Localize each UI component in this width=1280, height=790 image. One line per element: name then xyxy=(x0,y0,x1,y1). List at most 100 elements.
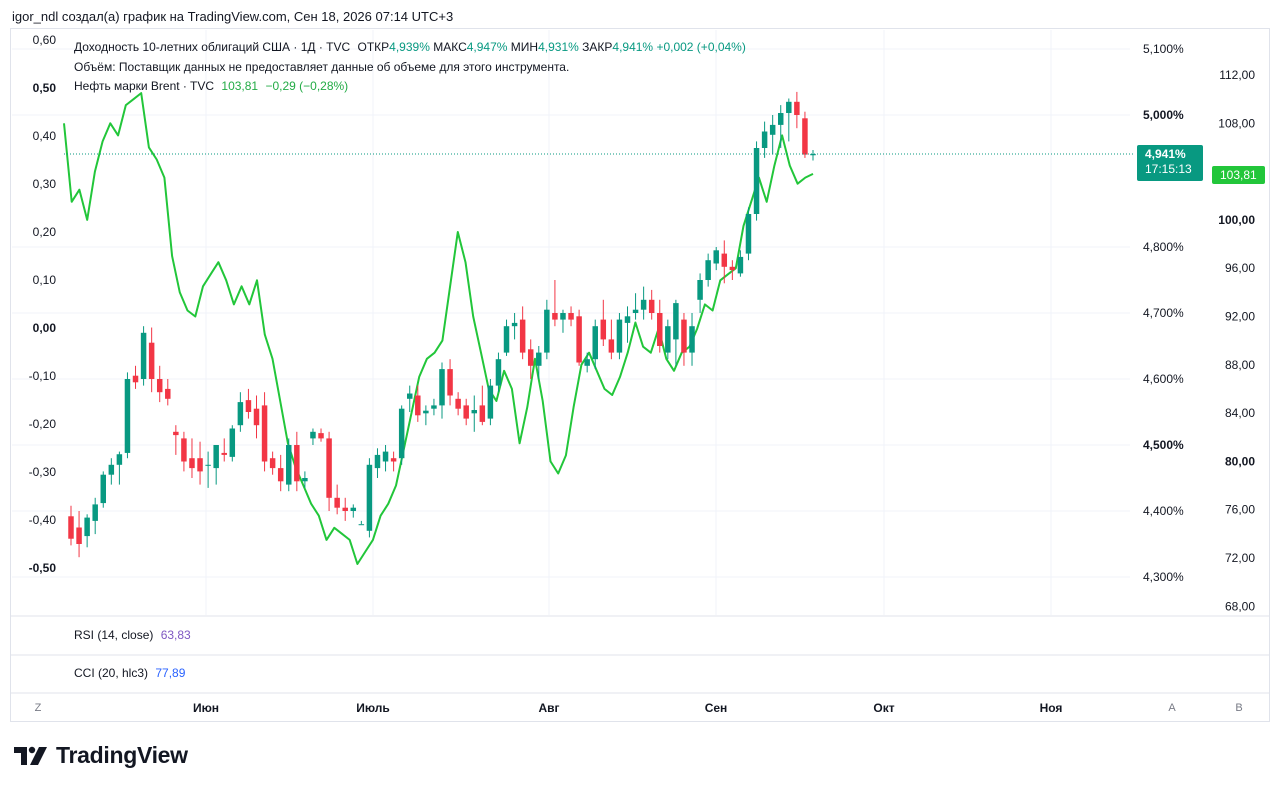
candle-body xyxy=(705,260,711,280)
candle-body xyxy=(310,431,316,439)
yield-axis-tick: 4,400% xyxy=(1143,504,1184,518)
candle-body xyxy=(777,113,784,125)
left-axis-tick: 0,30 xyxy=(33,177,57,191)
candle-body xyxy=(600,319,607,340)
candle-body xyxy=(140,332,147,379)
candle-body xyxy=(318,433,324,439)
candle-body xyxy=(519,319,526,353)
brent-axis-tick: 108,00 xyxy=(1218,116,1255,130)
yield-axis-tick: 4,700% xyxy=(1143,306,1184,320)
legend-open-label: ОТКР xyxy=(357,40,390,54)
legend-brent-value: 103,81 xyxy=(221,79,259,93)
candle-body xyxy=(350,507,357,511)
candle-body xyxy=(552,313,558,320)
time-axis-tick: Июн xyxy=(193,701,219,715)
candle-body xyxy=(124,379,131,453)
candle-body xyxy=(374,454,381,469)
legend-high-value: 4,947% xyxy=(466,40,508,54)
candle-body xyxy=(68,516,74,539)
rsi-label: RSI (14, close) xyxy=(74,628,154,642)
brent-price-tag: 103,81 xyxy=(1212,166,1265,184)
chart-author-line: igor_ndl создал(а) график на TradingView… xyxy=(12,9,454,24)
candle-body xyxy=(786,101,792,114)
yield-price-tag-value: 4,941% xyxy=(1145,147,1186,161)
candle-body xyxy=(108,464,115,475)
left-axis-tick: 0,50 xyxy=(33,81,57,95)
candle-body xyxy=(253,408,260,426)
rsi-value: 63,83 xyxy=(160,628,191,642)
chart-frame xyxy=(10,28,1270,722)
candle-body xyxy=(326,438,332,498)
legend-close-label: ЗАКР xyxy=(582,40,613,54)
time-axis: Июн Июль Авг Сен Окт Ноя xyxy=(193,701,1062,715)
time-axis-tick: Авг xyxy=(538,701,559,715)
auto-scale-button[interactable]: A xyxy=(1168,702,1176,714)
left-axis-tick: -0,10 xyxy=(29,369,57,383)
candle-body xyxy=(358,524,365,526)
candle-body xyxy=(794,101,800,115)
candle-body xyxy=(334,497,340,508)
candle-body xyxy=(689,326,695,353)
log-scale-button[interactable]: B xyxy=(1235,702,1243,714)
brent-axis-tick: 88,00 xyxy=(1225,358,1255,372)
candle-body xyxy=(802,118,808,155)
brent-axis-tick: 84,00 xyxy=(1225,406,1255,420)
legend-open-value: 4,939% xyxy=(389,40,430,54)
candle-body xyxy=(495,359,502,386)
candle-body xyxy=(342,507,348,511)
candle-body xyxy=(479,405,486,422)
time-axis-tick: Окт xyxy=(873,701,894,715)
candle-body xyxy=(213,445,219,469)
candle-body xyxy=(423,410,429,414)
brent-axis-tick: 68,00 xyxy=(1225,599,1255,613)
candle-body xyxy=(640,299,647,310)
candle-body xyxy=(511,322,518,327)
candle-body xyxy=(92,504,98,521)
yield-candles xyxy=(68,91,816,558)
candle-body xyxy=(173,431,179,436)
tradingview-logo[interactable]: TradingView xyxy=(14,742,188,769)
candle-body xyxy=(447,369,453,396)
cci-pane-legend[interactable]: CCI (20, hlc3) 77,89 xyxy=(74,666,185,680)
candle-body xyxy=(713,250,719,264)
candle-body xyxy=(269,458,276,469)
legend-brent-title: Нефть марки Brent · TVC xyxy=(74,79,215,93)
candle-body xyxy=(592,326,598,360)
candle-body xyxy=(197,458,203,472)
legend-yield-title: Доходность 10-летних облигаций США · 1Д … xyxy=(74,40,351,54)
candle-body xyxy=(84,517,90,537)
candle-body xyxy=(527,349,534,366)
legend-volume-note: Объём: Поставщик данных не предоставляет… xyxy=(74,60,570,74)
candle-body xyxy=(769,124,776,135)
candle-body xyxy=(277,468,284,482)
left-axis: 0,60 0,50 0,40 0,30 0,20 0,10 0,00 -0,10 -0,20 -0… xyxy=(29,33,57,575)
candle-body xyxy=(487,385,494,419)
candle-body xyxy=(697,280,703,300)
candle-body xyxy=(737,256,744,274)
rsi-pane-legend[interactable]: RSI (14, close) 63,83 xyxy=(74,628,191,642)
candle-body xyxy=(205,464,211,466)
candle-body xyxy=(810,153,816,156)
candle-body xyxy=(181,438,187,462)
candle-body xyxy=(560,313,566,320)
candle-body xyxy=(753,148,760,214)
candle-body xyxy=(616,319,623,353)
axis-z-button[interactable]: Z xyxy=(34,702,42,714)
candle-body xyxy=(100,474,107,504)
candle-body xyxy=(398,408,405,459)
candle-body xyxy=(584,359,590,366)
candle-body xyxy=(721,253,728,267)
candle-body xyxy=(503,326,510,353)
candle-body xyxy=(221,452,227,455)
candle-body xyxy=(471,410,478,414)
yield-axis-tick: 4,600% xyxy=(1143,372,1184,386)
candle-body xyxy=(76,527,82,544)
tradingview-logo-icon xyxy=(14,746,47,765)
candle-body xyxy=(261,405,268,462)
candle-body xyxy=(648,299,655,313)
candle-body xyxy=(148,342,155,379)
candle-body xyxy=(608,339,615,353)
yield-price-tag: 4,941% 17:15:13 xyxy=(1137,145,1203,181)
candle-body xyxy=(229,428,236,457)
